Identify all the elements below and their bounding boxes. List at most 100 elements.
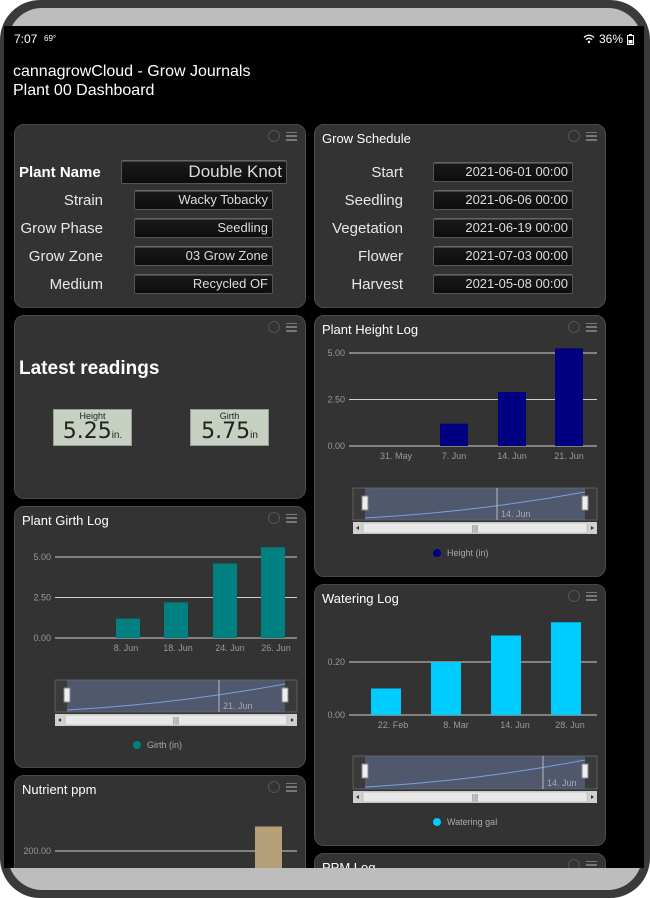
scrollbar-grip-icon: ||| xyxy=(173,716,179,725)
navigator-selection xyxy=(365,756,585,789)
bar xyxy=(255,826,282,868)
grow-phase-value: Seedling xyxy=(134,218,273,238)
dashboard-title: Plant 00 Dashboard xyxy=(13,82,155,99)
navigator-handle-left[interactable] xyxy=(361,495,369,511)
refresh-icon[interactable] xyxy=(268,781,280,793)
bar xyxy=(213,563,237,638)
card-tools xyxy=(268,512,297,524)
refresh-icon[interactable] xyxy=(568,859,580,868)
navigator-label: 14. Jun xyxy=(501,509,531,519)
watering-log-card: Watering Log 0.20 0.00 22. Feb 8. Mar 14. Ju… xyxy=(314,584,606,846)
card-tools xyxy=(568,859,597,868)
y-tick-label: 2.50 xyxy=(33,593,51,603)
menu-icon[interactable] xyxy=(286,322,297,332)
legend-label: Height (in) xyxy=(447,548,489,558)
menu-icon[interactable] xyxy=(586,131,597,141)
schedule-seedling-value: 2021-06-06 00:00 xyxy=(433,190,573,210)
navigator-handle-right[interactable] xyxy=(581,495,589,511)
screen: 7:07 69° 36% cannagrowCloud - Grow Journ… xyxy=(4,26,644,868)
navigator-label: 21. Jun xyxy=(223,701,253,711)
x-tick-label: 26. Jun xyxy=(261,643,291,653)
navigator-handle-right[interactable] xyxy=(281,687,289,703)
navigator-series xyxy=(66,683,286,711)
grow-phase-label: Grow Phase xyxy=(20,219,103,237)
schedule-harvest-label: Harvest xyxy=(351,275,403,293)
navigator-handle-left[interactable] xyxy=(361,763,369,779)
height-reading-label: Height xyxy=(79,411,106,421)
scrollbar-grip-icon: ||| xyxy=(472,793,478,802)
menu-icon[interactable] xyxy=(586,591,597,601)
menu-icon[interactable] xyxy=(286,131,297,141)
bar xyxy=(116,618,140,638)
refresh-icon[interactable] xyxy=(268,512,280,524)
schedule-flower-value: 2021-07-03 00:00 xyxy=(433,246,573,266)
height-chart: 5.00 2.50 0.00 31. May 7. Jun 14. Jun 21. Jun 1… xyxy=(327,348,598,558)
watering-chart: 0.20 0.00 22. Feb 8. Mar 14. Jun 28. Jun 14. J… xyxy=(327,622,598,827)
strain-label: Strain xyxy=(63,191,103,209)
height-log-title: Plant Height Log xyxy=(322,322,419,337)
battery-icon xyxy=(627,33,634,45)
schedule-harvest-value: 2021-05-08 00:00 xyxy=(433,274,573,294)
card-tools xyxy=(268,130,297,142)
girth-log-title: Plant Girth Log xyxy=(22,513,109,528)
girth-reading-unit: in xyxy=(250,430,258,441)
refresh-icon[interactable] xyxy=(568,590,580,602)
ppm-log-title: PPM Log xyxy=(322,860,376,868)
y-tick-label: 0.00 xyxy=(327,710,345,720)
scrollbar-thumb[interactable] xyxy=(362,522,588,534)
strain-value: Wacky Tobacky xyxy=(134,190,273,210)
medium-label: Medium xyxy=(49,275,103,293)
refresh-icon[interactable] xyxy=(268,130,280,142)
navigator-handle-right[interactable] xyxy=(581,763,589,779)
bar xyxy=(440,423,468,446)
bar xyxy=(431,662,461,715)
x-tick-label: 14. Jun xyxy=(497,451,527,461)
legend-marker[interactable] xyxy=(433,549,441,557)
menu-icon[interactable] xyxy=(586,322,597,332)
legend-marker[interactable] xyxy=(133,741,141,749)
y-tick-label: 2.50 xyxy=(327,395,345,405)
y-tick-label: 0.00 xyxy=(327,441,345,451)
scroll-right-icon[interactable] xyxy=(291,718,294,722)
schedule-start-label: Start xyxy=(371,163,403,181)
x-tick-label: 7. Jun xyxy=(442,451,467,461)
scrollbar-thumb[interactable] xyxy=(64,714,288,726)
x-tick-label: 28. Jun xyxy=(555,720,585,730)
menu-icon[interactable] xyxy=(286,513,297,523)
legend-marker[interactable] xyxy=(433,818,441,826)
scroll-left-icon[interactable] xyxy=(356,526,359,530)
scrollbar-thumb[interactable] xyxy=(362,791,588,803)
scroll-left-icon[interactable] xyxy=(356,795,359,799)
grow-zone-value: 03 Grow Zone xyxy=(134,246,273,266)
girth-reading-label: Girth xyxy=(219,411,240,421)
page-title: cannagrowCloud - Grow Journals Plant 00 … xyxy=(13,62,250,100)
scroll-left-icon[interactable] xyxy=(58,718,61,722)
refresh-icon[interactable] xyxy=(568,130,580,142)
nutrient-ppm-title: Nutrient ppm xyxy=(22,782,97,797)
girth-log-card: Plant Girth Log 5.00 2.50 0.00 8. Jun 18. Ju… xyxy=(14,506,306,768)
scroll-right-icon[interactable] xyxy=(591,526,594,530)
refresh-icon[interactable] xyxy=(268,321,280,333)
navigator-handle-left[interactable] xyxy=(63,687,71,703)
status-bar: 7:07 69° 36% xyxy=(4,26,644,52)
schedule-seedling-label: Seedling xyxy=(344,191,403,209)
schedule-vegetation-value: 2021-06-19 00:00 xyxy=(433,218,573,238)
menu-icon[interactable] xyxy=(286,782,297,792)
refresh-icon[interactable] xyxy=(568,321,580,333)
battery-percent: 36% xyxy=(598,32,623,46)
watering-log-title: Watering Log xyxy=(322,591,399,606)
grow-zone-label: Grow Zone xyxy=(28,247,103,265)
menu-icon[interactable] xyxy=(586,860,597,869)
schedule-vegetation-label: Vegetation xyxy=(332,219,403,237)
schedule-start-value: 2021-06-01 00:00 xyxy=(433,162,573,182)
bar xyxy=(164,602,188,638)
medium-value: Recycled OF xyxy=(134,274,273,294)
scroll-right-icon[interactable] xyxy=(591,795,594,799)
girth-chart: 5.00 2.50 0.00 8. Jun 18. Jun 24. Jun 26. Jun 2… xyxy=(33,547,298,750)
x-tick-label: 8. Jun xyxy=(114,643,139,653)
nutrient-ppm-card: Nutrient ppm 200.00 xyxy=(14,775,306,868)
x-tick-label: 8. Mar xyxy=(443,720,469,730)
latest-readings-title: Latest readings xyxy=(19,358,160,379)
bar xyxy=(371,688,401,715)
plant-name-label: Plant Name xyxy=(19,163,101,181)
